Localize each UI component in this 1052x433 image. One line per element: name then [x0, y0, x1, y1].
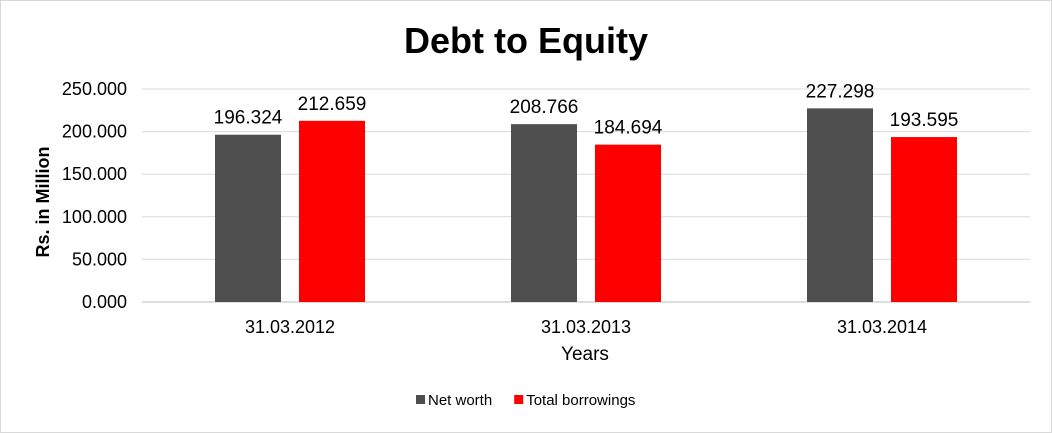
x-tick-label: 31.03.2013	[541, 317, 631, 337]
legend-swatch	[514, 395, 524, 404]
x-tick-label: 31.03.2012	[245, 317, 335, 337]
bars	[215, 108, 957, 302]
y-tick-label: 250.000	[62, 79, 127, 99]
bar-net-worth	[511, 124, 577, 302]
chart-title: Debt to Equity	[404, 20, 648, 61]
legend-label: Net worth	[428, 392, 492, 409]
data-label: 193.595	[890, 110, 959, 131]
data-label: 184.694	[594, 118, 663, 139]
y-axis-title: Rs. in Million	[33, 147, 53, 258]
x-axis-title: Years	[561, 344, 609, 365]
bar-total-borrowings	[299, 120, 365, 302]
data-label: 196.324	[214, 108, 283, 129]
data-labels: 196.324 212.659 208.766 184.694 227.298 193.5…	[214, 81, 959, 138]
y-tick-label: 100.000	[62, 207, 127, 227]
legend: Net worth Total borrowings	[416, 392, 635, 409]
x-tick-label: 31.03.2014	[837, 317, 927, 337]
x-axis-ticks: 31.03.2012 31.03.2013 31.03.2014	[245, 317, 927, 337]
y-tick-label: 150.000	[62, 164, 127, 184]
bar-total-borrowings	[595, 144, 661, 302]
data-label: 227.298	[806, 81, 875, 102]
legend-label: Total borrowings	[526, 392, 635, 409]
gridlines	[142, 88, 1030, 303]
y-axis-ticks: 0.000 50.000 100.000 150.000 200.000 250.000	[62, 79, 127, 312]
data-label: 212.659	[298, 94, 367, 115]
bar-total-borrowings	[891, 137, 957, 302]
y-tick-label: 50.000	[72, 249, 127, 269]
y-tick-label: 200.000	[62, 122, 127, 142]
bar-net-worth	[807, 108, 873, 302]
bar-net-worth	[215, 134, 281, 302]
data-label: 208.766	[510, 97, 579, 118]
y-tick-label: 0.000	[82, 292, 127, 312]
legend-swatch	[416, 395, 425, 404]
